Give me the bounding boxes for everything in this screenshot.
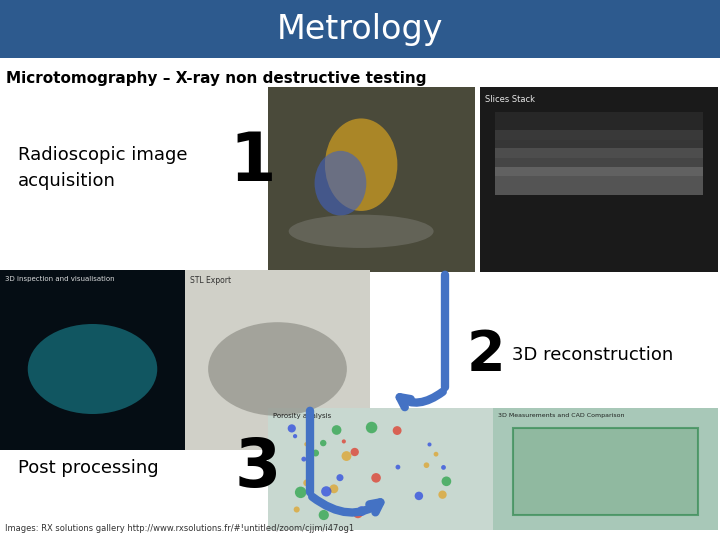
Circle shape <box>366 422 377 433</box>
Bar <box>513 428 698 515</box>
Bar <box>493 408 718 530</box>
Circle shape <box>341 451 351 461</box>
Bar <box>495 148 703 176</box>
Text: Metrology: Metrology <box>276 12 444 45</box>
Text: Images: RX solutions gallery http://www.rxsolutions.fr/#!untitled/zoom/cjjm/i47o: Images: RX solutions gallery http://www.… <box>5 524 354 533</box>
Circle shape <box>428 442 431 447</box>
Circle shape <box>356 506 366 516</box>
Circle shape <box>305 442 309 447</box>
Text: Radioscopic image
acquisition: Radioscopic image acquisition <box>18 146 187 190</box>
Circle shape <box>372 473 381 483</box>
Circle shape <box>423 462 429 468</box>
Circle shape <box>293 434 297 438</box>
Text: Porosity analysis: Porosity analysis <box>273 413 331 419</box>
Circle shape <box>351 448 359 456</box>
Text: Post processing: Post processing <box>18 459 158 477</box>
Circle shape <box>302 457 306 462</box>
Bar <box>268 87 475 272</box>
Bar <box>495 167 703 195</box>
Circle shape <box>330 484 338 493</box>
Circle shape <box>312 450 319 456</box>
Bar <box>480 87 718 272</box>
Ellipse shape <box>28 324 157 414</box>
Bar <box>185 270 370 450</box>
Circle shape <box>438 490 446 499</box>
Circle shape <box>303 480 310 487</box>
Circle shape <box>395 465 400 469</box>
Text: 1: 1 <box>230 129 276 195</box>
Bar <box>268 408 493 530</box>
Bar <box>0 270 185 450</box>
Circle shape <box>320 440 326 446</box>
Circle shape <box>321 486 331 497</box>
Ellipse shape <box>325 118 397 211</box>
Circle shape <box>336 474 343 481</box>
Ellipse shape <box>208 322 347 416</box>
Circle shape <box>441 465 446 470</box>
Text: 2: 2 <box>467 328 505 382</box>
Circle shape <box>319 510 329 520</box>
Text: 3D reconstruction: 3D reconstruction <box>512 346 673 364</box>
Bar <box>0 0 720 58</box>
Text: 3D Measurements and CAD Comparison: 3D Measurements and CAD Comparison <box>498 413 624 418</box>
Circle shape <box>332 425 341 435</box>
Circle shape <box>433 452 438 456</box>
Circle shape <box>353 508 363 518</box>
Bar <box>495 112 703 140</box>
Circle shape <box>415 491 423 500</box>
Circle shape <box>295 487 307 498</box>
Text: 3D inspection and visualisation: 3D inspection and visualisation <box>5 276 114 282</box>
Ellipse shape <box>289 215 433 248</box>
Circle shape <box>294 507 300 512</box>
Bar <box>495 130 703 158</box>
Text: 3: 3 <box>235 435 281 501</box>
Text: Microtomography – X-ray non destructive testing: Microtomography – X-ray non destructive … <box>6 71 426 85</box>
Text: STL Export: STL Export <box>190 276 231 285</box>
Circle shape <box>342 440 346 443</box>
Circle shape <box>392 426 402 435</box>
Text: Slices Stack: Slices Stack <box>485 95 535 104</box>
Circle shape <box>441 476 451 486</box>
Circle shape <box>288 424 296 433</box>
Ellipse shape <box>315 151 366 215</box>
